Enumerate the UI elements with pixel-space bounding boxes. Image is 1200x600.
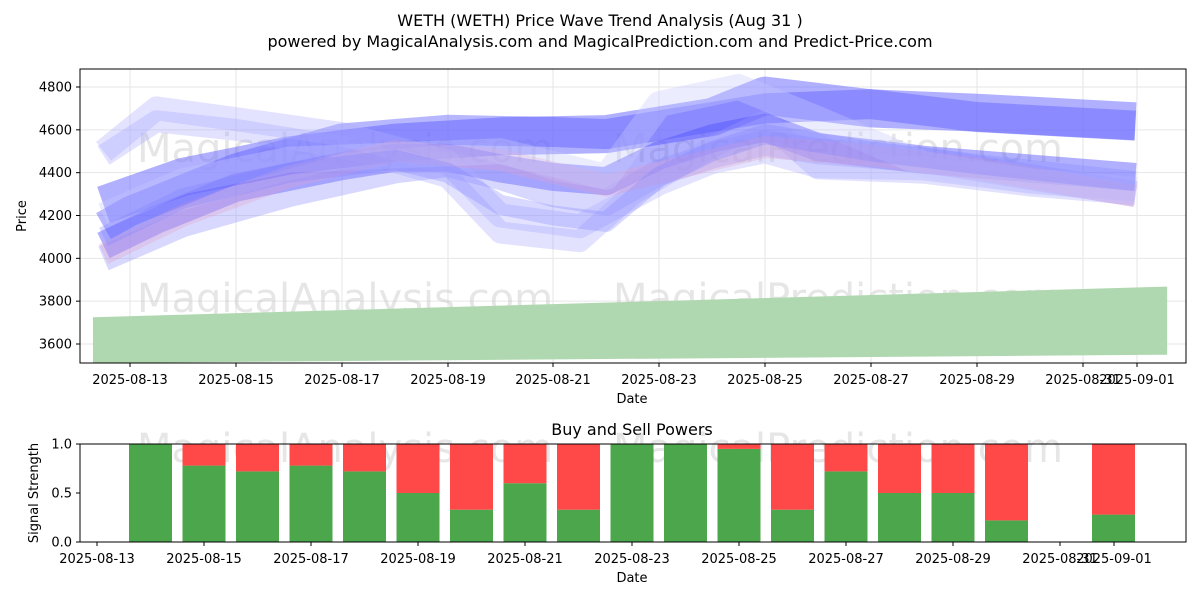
buy-bar	[824, 471, 868, 542]
buy-bar	[664, 444, 707, 542]
buy-bar	[931, 493, 975, 542]
wave-series-wave-3	[97, 113, 1137, 259]
buy-bar	[343, 471, 386, 542]
y-tick-label: 0.5	[51, 487, 72, 502]
sell-bar	[450, 444, 493, 510]
buy-bar	[236, 471, 279, 542]
x-tick-label: 2025-08-25	[701, 552, 777, 567]
buy-bar	[1092, 514, 1135, 542]
buy-bar	[450, 509, 493, 542]
sell-bar	[985, 444, 1028, 521]
x-tick-label: 2025-08-15	[198, 373, 274, 388]
wave-series-wave-2	[96, 89, 1137, 240]
buy-bar	[129, 444, 172, 542]
price-y-axis-label: Price	[15, 200, 30, 232]
forecast-band-layer	[92, 286, 1168, 363]
wave-series-wave-6	[97, 110, 1137, 253]
sell-bar	[289, 444, 333, 466]
power-y-axis-label: Signal Strength	[27, 443, 42, 543]
power-x-axis: 2025-08-13 2025-08-15 2025-08-17 2025-08-19…	[59, 542, 1152, 567]
sell-bar	[717, 444, 761, 449]
sell-bar	[878, 444, 921, 493]
sell-bar	[236, 444, 279, 472]
wave-series-wave-1	[97, 76, 1137, 223]
buy-bar	[503, 483, 547, 542]
price-x-axis-label: Date	[616, 392, 647, 407]
x-tick-label: 2025-08-31	[1022, 552, 1098, 567]
buy-bar	[289, 465, 333, 542]
x-tick-label: 2025-08-23	[594, 552, 670, 567]
x-tick-label: 2025-08-19	[380, 552, 456, 567]
y-tick-label: 4400	[39, 166, 72, 181]
wave-series-wave-9	[99, 124, 1137, 246]
price-y-axis: 3600 3800 4000 4200 4400 4600 4800	[39, 81, 80, 353]
y-tick-label: 4200	[39, 209, 72, 224]
x-tick-label: 2025-08-29	[939, 373, 1015, 388]
x-tick-label: 2025-08-27	[833, 373, 909, 388]
sell-bar	[771, 444, 814, 510]
x-tick-label: 2025-08-31	[1045, 373, 1121, 388]
sell-bar	[824, 444, 868, 472]
x-tick-label: 2025-08-21	[515, 373, 591, 388]
buy-bar	[878, 493, 921, 542]
buy-bar	[396, 493, 440, 542]
chart-title: WETH (WETH) Price Wave Trend Analysis (A…	[397, 11, 802, 30]
buy-bar	[610, 444, 654, 542]
power-y-axis: 0.0 0.5 1.0	[51, 438, 80, 551]
wave-series-wave-5	[95, 96, 1137, 239]
y-tick-label: 4000	[39, 252, 72, 267]
y-tick-label: 3800	[39, 295, 72, 310]
power-bars-layer	[129, 444, 1135, 542]
y-tick-label: 3600	[39, 338, 72, 353]
buy-bar	[771, 509, 814, 542]
sell-bar	[1092, 444, 1135, 515]
sell-bar	[343, 444, 386, 472]
x-tick-label: 2025-09-01	[1076, 552, 1152, 567]
x-tick-label: 2025-08-25	[727, 373, 803, 388]
x-tick-label: 2025-08-23	[621, 373, 697, 388]
x-tick-label: 2025-08-21	[487, 552, 563, 567]
sell-bar	[503, 444, 547, 484]
x-tick-label: 2025-08-13	[92, 373, 168, 388]
y-tick-label: 1.0	[51, 438, 72, 453]
price-x-axis: 2025-08-13 2025-08-15 2025-08-17 2025-08-19…	[92, 363, 1175, 388]
forecast-band	[92, 286, 1168, 363]
x-tick-label: 2025-08-29	[915, 552, 991, 567]
wave-series-wave-4	[98, 129, 1138, 271]
wave-series-wave-7	[98, 136, 1138, 264]
buy-bar	[182, 465, 226, 542]
buy-sell-chart: Buy and Sell Powers MagicalAnalysis.com …	[27, 420, 1187, 586]
buy-bar	[985, 520, 1028, 542]
x-tick-label: 2025-08-27	[808, 552, 884, 567]
buy-bar	[557, 509, 600, 542]
x-tick-label: 2025-09-01	[1099, 373, 1175, 388]
wave-series-wave-8	[98, 74, 1137, 228]
y-tick-label: 4800	[39, 81, 72, 96]
y-tick-label: 4600	[39, 123, 72, 138]
x-tick-label: 2025-08-17	[273, 552, 349, 567]
chart-title: Buy and Sell Powers	[551, 420, 713, 439]
x-tick-label: 2025-08-15	[166, 552, 242, 567]
y-tick-label: 0.0	[51, 536, 72, 551]
x-tick-label: 2025-08-17	[304, 373, 380, 388]
buy-bar	[717, 448, 761, 542]
power-x-axis-label: Date	[616, 571, 647, 586]
x-tick-label: 2025-08-19	[410, 373, 486, 388]
price-wave-chart: WETH (WETH) Price Wave Trend Analysis (A…	[15, 11, 1187, 407]
x-tick-label: 2025-08-13	[59, 552, 135, 567]
sell-bar	[182, 444, 226, 466]
sell-bar	[931, 444, 975, 493]
sell-bar	[557, 444, 600, 510]
chart-subtitle: powered by MagicalAnalysis.com and Magic…	[267, 32, 932, 51]
sell-bar	[396, 444, 440, 493]
wave-series-layer	[95, 74, 1138, 271]
